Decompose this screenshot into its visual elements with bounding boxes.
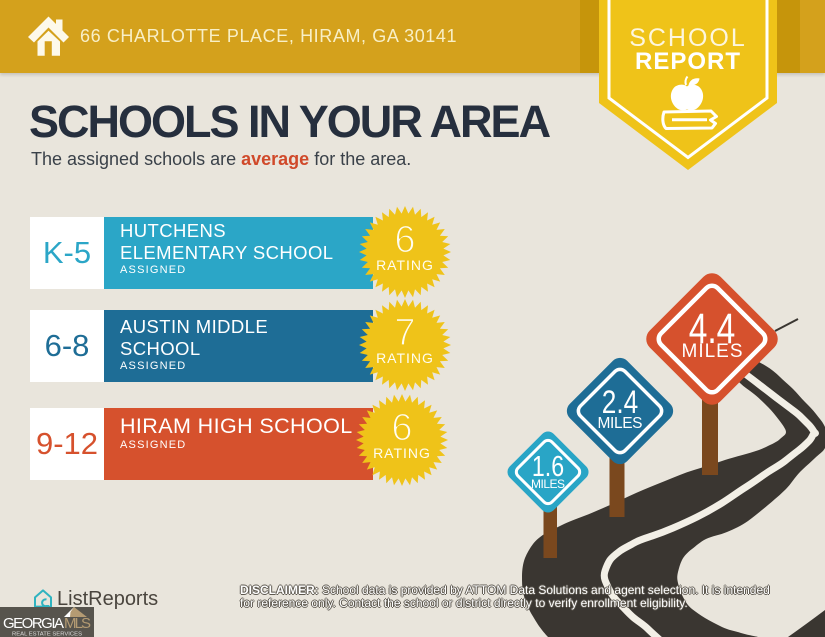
svg-text:MLS: MLS <box>64 615 91 632</box>
svg-text:4.4: 4.4 <box>689 305 736 353</box>
svg-text:MILES: MILES <box>531 477 565 491</box>
svg-text:2.4: 2.4 <box>602 386 638 421</box>
svg-text:REPORT: REPORT <box>635 48 741 75</box>
svg-text:SCHOOL: SCHOOL <box>629 24 747 52</box>
svg-text:MILES: MILES <box>682 341 743 362</box>
svg-text:REAL ESTATE SERVICES: REAL ESTATE SERVICES <box>12 632 83 637</box>
svg-text:MILES: MILES <box>598 415 643 432</box>
svg-text:1.6: 1.6 <box>532 449 564 482</box>
svg-text:GEORGIA: GEORGIA <box>3 615 64 632</box>
